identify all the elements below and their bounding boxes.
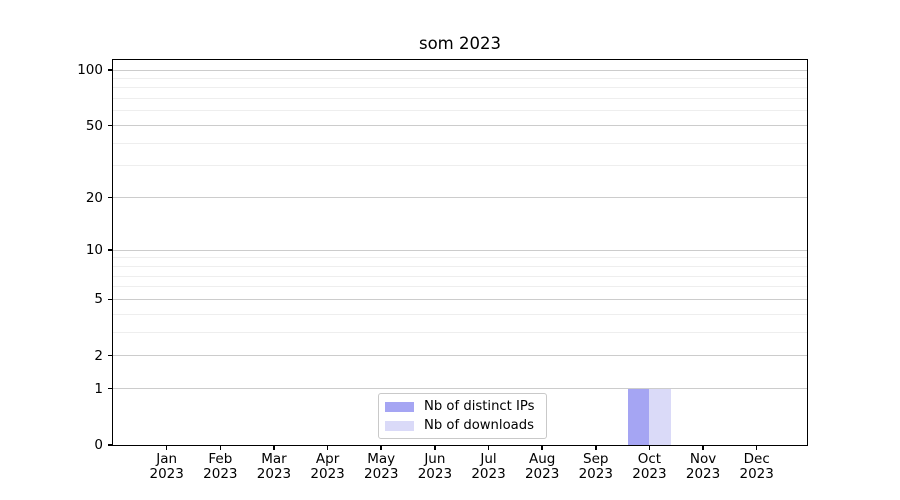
y-tick-label: 1 <box>94 380 103 397</box>
legend-swatch-distinct-ips <box>385 401 414 412</box>
x-tick-mark <box>541 446 543 450</box>
x-tick-mark <box>380 446 382 450</box>
x-tick-mark <box>219 446 222 450</box>
legend-label-distinct-ips: Nb of distinct IPs <box>424 399 535 414</box>
x-tick-mark <box>648 446 651 450</box>
x-tick-label: May 2023 <box>364 451 399 482</box>
x-tick-label: Mar 2023 <box>256 451 292 482</box>
minor-gridline <box>113 110 807 112</box>
x-tick-mark <box>487 446 490 450</box>
bar-distinct-ips <box>627 388 650 445</box>
chart-title: som 2023 <box>418 34 501 53</box>
minor-gridline <box>113 331 807 333</box>
major-gridline <box>113 197 807 199</box>
major-gridline <box>113 125 807 127</box>
x-tick-mark <box>165 446 168 450</box>
x-tick-label: Jun 2023 <box>417 451 453 482</box>
x-tick-label: Aug 2023 <box>524 451 560 482</box>
minor-gridline <box>113 142 807 144</box>
legend: Nb of distinct IPs Nb of downloads <box>378 393 547 439</box>
legend-item-distinct-ips: Nb of distinct IPs <box>385 397 538 416</box>
major-gridline <box>113 298 807 300</box>
x-tick-label: Nov 2023 <box>685 451 721 482</box>
y-tick-mark <box>108 298 113 301</box>
x-tick-label: Oct 2023 <box>632 451 667 482</box>
y-tick-mark <box>108 354 113 357</box>
x-tick-mark <box>755 446 758 450</box>
x-tick-mark <box>326 446 329 450</box>
y-tick-mark <box>108 249 113 251</box>
minor-gridline <box>113 286 807 288</box>
x-tick-label: Feb 2023 <box>203 451 238 482</box>
y-tick-mark <box>108 196 113 199</box>
y-tick-mark <box>108 444 113 446</box>
bar-downloads <box>649 388 671 445</box>
y-tick-label: 100 <box>77 62 103 78</box>
y-tick-label: 2 <box>94 347 103 364</box>
x-tick-mark <box>434 446 436 450</box>
major-gridline <box>113 69 807 71</box>
minor-gridline <box>113 257 807 259</box>
x-tick-mark <box>702 446 704 450</box>
x-tick-mark <box>595 446 597 450</box>
minor-gridline <box>113 275 807 277</box>
x-tick-label: Jan 2023 <box>149 451 184 482</box>
x-tick-mark <box>273 446 275 450</box>
y-tick-label: 10 <box>85 242 103 259</box>
x-tick-label: Sep 2023 <box>578 451 613 482</box>
legend-item-downloads: Nb of downloads <box>385 416 538 435</box>
minor-gridline <box>113 77 807 79</box>
minor-gridline <box>113 265 807 267</box>
minor-gridline <box>113 165 807 167</box>
major-gridline <box>113 355 807 357</box>
major-gridline <box>113 249 807 251</box>
y-tick-label: 50 <box>85 117 103 134</box>
y-tick-label: 0 <box>94 437 103 453</box>
major-gridline <box>113 388 807 390</box>
plot-area <box>113 60 807 445</box>
x-tick-label: Apr 2023 <box>310 451 345 482</box>
y-tick-mark <box>108 124 113 127</box>
minor-gridline <box>113 98 807 100</box>
y-tick-label: 20 <box>85 189 103 206</box>
legend-label-downloads: Nb of downloads <box>424 418 534 433</box>
y-tick-label: 5 <box>94 291 103 308</box>
y-tick-mark <box>108 69 113 71</box>
x-tick-label: Jul 2023 <box>471 451 506 482</box>
minor-gridline <box>113 313 807 315</box>
minor-gridline <box>113 87 807 89</box>
x-tick-label: Dec 2023 <box>739 451 774 482</box>
legend-swatch-downloads <box>385 420 414 431</box>
y-tick-mark <box>108 387 113 390</box>
